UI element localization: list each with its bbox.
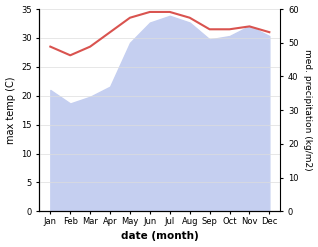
X-axis label: date (month): date (month) [121, 231, 199, 242]
Y-axis label: med. precipitation (kg/m2): med. precipitation (kg/m2) [303, 49, 313, 171]
Y-axis label: max temp (C): max temp (C) [5, 76, 16, 144]
